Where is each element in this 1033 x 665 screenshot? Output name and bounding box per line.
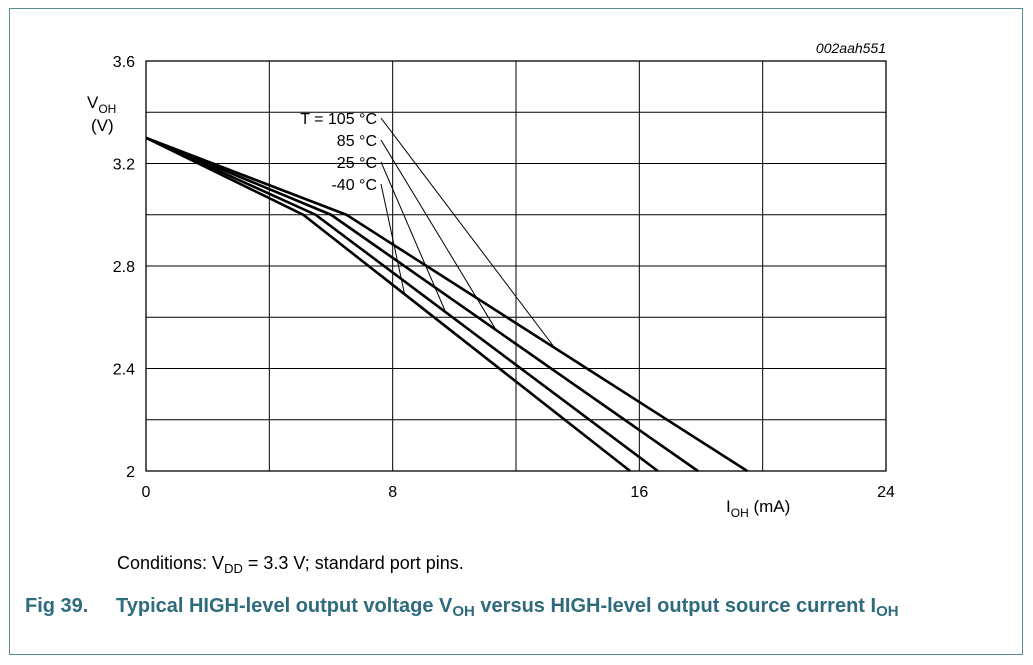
legend-labels: T = 105 °C 85 °C 25 °C -40 °C [300, 111, 377, 194]
series-line-2 [145, 136, 659, 473]
chart-series [145, 136, 748, 473]
y-tick-label: 2.8 [113, 259, 135, 276]
x-tick-label: 24 [877, 484, 895, 501]
chart: 0 8 16 24 2 2.4 2.8 3.2 3.6 T = 105 °C 85 °C 25 °C… [87, 40, 895, 520]
legend-leaders [380, 117, 556, 349]
chart-tick-labels: 0 8 16 24 2 2.4 2.8 3.2 3.6 [113, 54, 895, 501]
legend-label-3: -40 °C [331, 177, 377, 194]
chart-grid [145, 60, 887, 472]
y-tick-label: 2.4 [113, 362, 135, 379]
series-line-3 [145, 136, 631, 473]
legend-label-0: T = 105 °C [300, 111, 377, 128]
plot-area-border [145, 60, 887, 472]
legend-leader-3 [380, 183, 406, 295]
legend-leader-0 [380, 117, 556, 349]
legend-label-2: 25 °C [337, 155, 377, 172]
legend-label-1: 85 °C [337, 133, 377, 150]
legend-leader-2 [380, 161, 447, 313]
x-axis-label: IOH (mA) [726, 497, 790, 520]
conditions-note: Conditions: VDD = 3.3 V; standard port p… [117, 553, 464, 576]
y-tick-label: 3.6 [113, 54, 135, 71]
legend-leader-1 [380, 139, 497, 331]
figure-title: Typical HIGH-level output voltage VOH ve… [116, 595, 899, 620]
x-tick-label: 0 [142, 484, 151, 501]
x-tick-label: 8 [388, 484, 397, 501]
figure-id: 002aah551 [816, 40, 886, 56]
y-axis-unit: (V) [91, 116, 114, 135]
y-axis-label: VOH [87, 93, 116, 116]
series-line-0 [145, 136, 748, 473]
series-line-1 [145, 136, 699, 473]
y-tick-label: 2 [126, 464, 135, 481]
x-tick-label: 16 [630, 484, 648, 501]
y-tick-label: 3.2 [113, 157, 135, 174]
figure-frame [9, 8, 1023, 655]
figure-number: Fig 39. [25, 595, 89, 617]
